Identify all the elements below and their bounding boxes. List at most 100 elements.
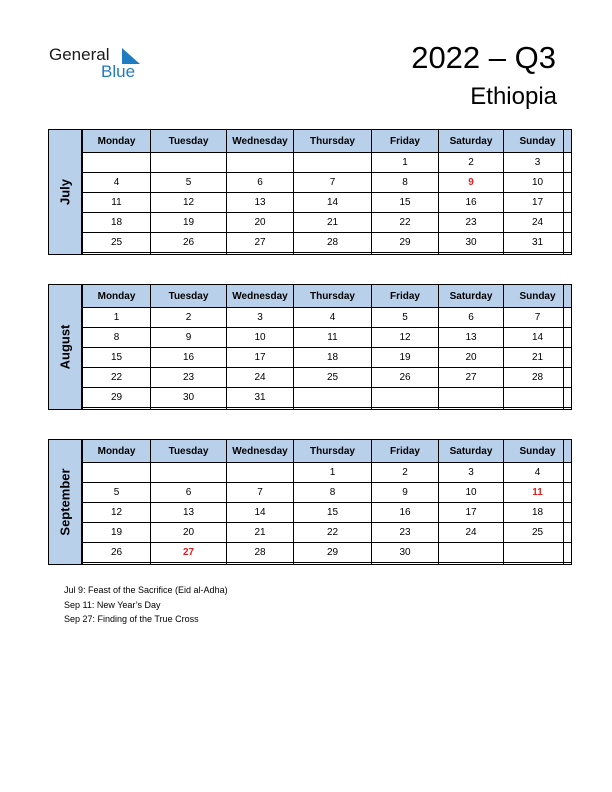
day-cell bbox=[150, 461, 227, 484]
month-label: September bbox=[48, 439, 82, 565]
week-row: 22 23 24 25 26 27 28 bbox=[82, 367, 572, 389]
day-cell bbox=[371, 252, 439, 255]
day-cell: 14 bbox=[503, 327, 572, 349]
day-cell: 13 bbox=[150, 502, 227, 524]
weekday-saturday: Saturday bbox=[438, 129, 504, 153]
day-cell: 4 bbox=[293, 306, 372, 329]
day-cell bbox=[226, 562, 294, 565]
day-cell: 27 bbox=[226, 232, 294, 254]
day-cell: 31 bbox=[226, 387, 294, 409]
day-cell: 19 bbox=[371, 347, 439, 369]
day-cell: 2 bbox=[150, 306, 227, 329]
day-cell: 30 bbox=[371, 542, 439, 564]
day-cell bbox=[293, 407, 372, 410]
weekday-header-row: Monday Tuesday Wednesday Thursday Friday Satu… bbox=[82, 439, 572, 463]
day-cell: 30 bbox=[438, 232, 504, 254]
day-cell: 18 bbox=[293, 347, 372, 369]
day-cell: 14 bbox=[293, 192, 372, 214]
weekday-thursday: Thursday bbox=[293, 129, 372, 153]
day-cell: 11 bbox=[82, 192, 151, 214]
day-cell: 22 bbox=[371, 212, 439, 234]
logo-triangle-icon bbox=[122, 48, 140, 64]
weekday-monday: Monday bbox=[82, 129, 151, 153]
day-cell: 26 bbox=[82, 542, 151, 564]
day-cell bbox=[226, 151, 294, 174]
day-cell: 21 bbox=[226, 522, 294, 544]
weekday-header-row: Monday Tuesday Wednesday Thursday Friday Satu… bbox=[82, 284, 572, 308]
week-row bbox=[82, 407, 572, 410]
week-row: 29 30 31 bbox=[82, 387, 572, 409]
day-cell bbox=[82, 151, 151, 174]
day-cell: 6 bbox=[150, 482, 227, 504]
weekday-saturday: Saturday bbox=[438, 439, 504, 463]
holiday-notes: Jul 9: Feast of the Sacrifice (Eid al-Ad… bbox=[64, 583, 228, 627]
day-cell bbox=[226, 252, 294, 255]
weekday-header-row: Monday Tuesday Wednesday Thursday Friday Satu… bbox=[82, 129, 572, 153]
day-cell: 11 bbox=[293, 327, 372, 349]
day-cell: 29 bbox=[82, 387, 151, 409]
day-cell bbox=[438, 407, 504, 410]
day-cell: 25 bbox=[293, 367, 372, 389]
day-cell: 24 bbox=[226, 367, 294, 389]
day-cell bbox=[293, 562, 372, 565]
day-cell: 29 bbox=[371, 232, 439, 254]
day-cell: 24 bbox=[438, 522, 504, 544]
day-cell: 3 bbox=[438, 461, 504, 484]
day-cell: 25 bbox=[503, 522, 572, 544]
day-cell bbox=[82, 562, 151, 565]
day-cell: 1 bbox=[371, 151, 439, 174]
day-cell bbox=[438, 562, 504, 565]
month-september: September Monday Tuesday Wednesday Thursday F… bbox=[48, 439, 572, 565]
week-row: 5 6 7 8 9 10 11 bbox=[82, 482, 572, 504]
week-row bbox=[82, 562, 572, 565]
day-cell: 24 bbox=[503, 212, 572, 234]
generalblue-logo: General Blue bbox=[49, 45, 149, 81]
day-cell: 9 bbox=[438, 172, 504, 194]
day-cell bbox=[82, 407, 151, 410]
day-cell bbox=[293, 252, 372, 255]
weekday-saturday: Saturday bbox=[438, 284, 504, 308]
month-august: August Monday Tuesday Wednesday Thursday Frid… bbox=[48, 284, 572, 410]
day-cell: 17 bbox=[503, 192, 572, 214]
day-cell: 31 bbox=[503, 232, 572, 254]
day-cell: 23 bbox=[150, 367, 227, 389]
week-row bbox=[82, 252, 572, 255]
month-name: August bbox=[57, 324, 72, 370]
day-cell: 8 bbox=[82, 327, 151, 349]
day-cell: 18 bbox=[503, 502, 572, 524]
weekday-tuesday: Tuesday bbox=[150, 439, 227, 463]
day-cell: 26 bbox=[150, 232, 227, 254]
day-cell: 29 bbox=[293, 542, 372, 564]
country-name: Ethiopia bbox=[470, 83, 557, 110]
day-cell: 4 bbox=[82, 172, 151, 194]
month-name: September bbox=[57, 468, 72, 536]
day-cell: 6 bbox=[226, 172, 294, 194]
day-cell: 28 bbox=[503, 367, 572, 389]
day-cell: 3 bbox=[226, 306, 294, 329]
day-cell: 7 bbox=[503, 306, 572, 329]
weekday-wednesday: Wednesday bbox=[226, 129, 294, 153]
week-row: 25 26 27 28 29 30 31 bbox=[82, 232, 572, 254]
day-cell: 19 bbox=[82, 522, 151, 544]
day-cell: 14 bbox=[226, 502, 294, 524]
day-cell: 25 bbox=[82, 232, 151, 254]
day-cell: 13 bbox=[438, 327, 504, 349]
day-cell: 17 bbox=[438, 502, 504, 524]
day-cell bbox=[150, 252, 227, 255]
day-cell: 1 bbox=[82, 306, 151, 329]
day-cell: 30 bbox=[150, 387, 227, 409]
week-row: 11 12 13 14 15 16 17 bbox=[82, 192, 572, 214]
day-cell bbox=[293, 151, 372, 174]
day-cell: 9 bbox=[150, 327, 227, 349]
day-cell: 26 bbox=[371, 367, 439, 389]
day-cell bbox=[150, 151, 227, 174]
day-cell: 20 bbox=[438, 347, 504, 369]
day-cell bbox=[503, 252, 572, 255]
day-cell: 22 bbox=[293, 522, 372, 544]
day-cell bbox=[438, 252, 504, 255]
day-cell: 12 bbox=[150, 192, 227, 214]
weekday-tuesday: Tuesday bbox=[150, 129, 227, 153]
day-cell: 12 bbox=[371, 327, 439, 349]
day-cell bbox=[503, 542, 572, 564]
